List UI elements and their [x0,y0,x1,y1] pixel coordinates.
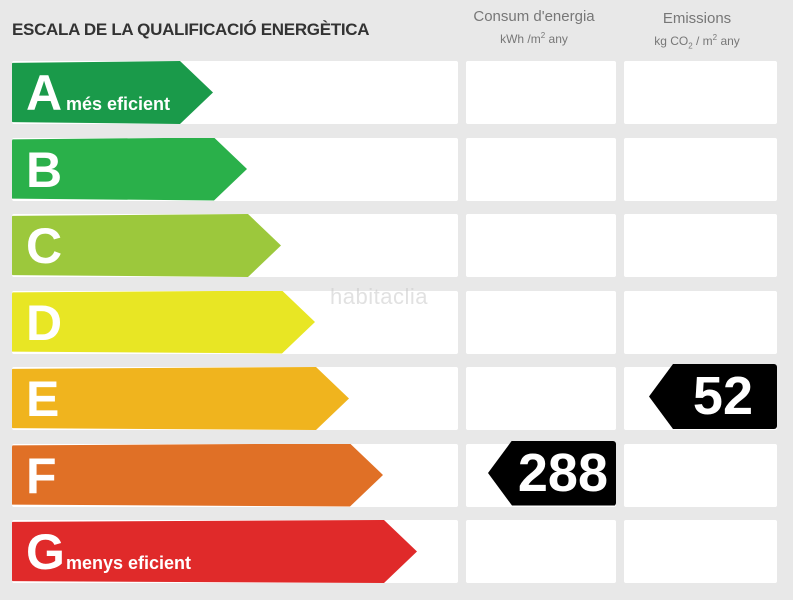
rating-sublabel: més eficient [66,94,171,114]
emissions-column-header: Emissions kg CO2 / m2 any [624,10,770,50]
rating-letter: G [26,524,65,580]
rating-row-f: F 288 [0,440,793,507]
emissions-column-unit: kg CO2 / m2 any [654,33,740,51]
energy-column-unit: kWh /m2 any [500,31,568,46]
rating-arrow-d: D [12,291,315,354]
emissions-value-badge: 52 [649,364,777,429]
energy-column-header: Consum d'energia kWh /m2 any [466,8,602,46]
rating-letter: A [26,65,63,121]
watermark: habitaclia [330,284,428,309]
energy-cell [466,137,616,201]
rating-row-e: E 52 [0,364,793,430]
energy-value-badge: 288 [488,440,616,506]
page-title: ESCALA DE LA QUALIFICACIÓ ENERGÈTICA [12,20,370,39]
emissions-cell [624,520,777,583]
rating-letter: F [26,447,57,504]
energy-cell [466,290,616,354]
rating-letter: B [26,141,63,198]
rating-row-c: C [0,214,793,277]
emissions-cell [624,137,777,201]
rating-letter: C [26,218,63,274]
rating-arrow-e: E [12,367,349,430]
emissions-cell [624,443,777,507]
rating-letter: E [26,371,60,427]
emissions-cell [624,214,777,277]
rating-arrow-c: C [12,214,281,277]
rating-row-b: B [0,137,793,201]
energy-cell [466,367,616,430]
rating-arrow-b: B [12,138,247,201]
energy-cell [466,214,616,277]
rating-row-d: D [0,290,793,354]
energy-cell [466,520,616,583]
energy-cell [466,61,616,124]
rating-letter: D [26,294,63,351]
energy-column-label: Consum d'energia [473,8,595,25]
emissions-column-label: Emissions [662,10,732,27]
rating-arrow-f: F [12,444,383,507]
emissions-cell [624,290,777,354]
rating-sublabel: menys eficient [66,553,192,573]
emissions-cell [624,61,777,124]
